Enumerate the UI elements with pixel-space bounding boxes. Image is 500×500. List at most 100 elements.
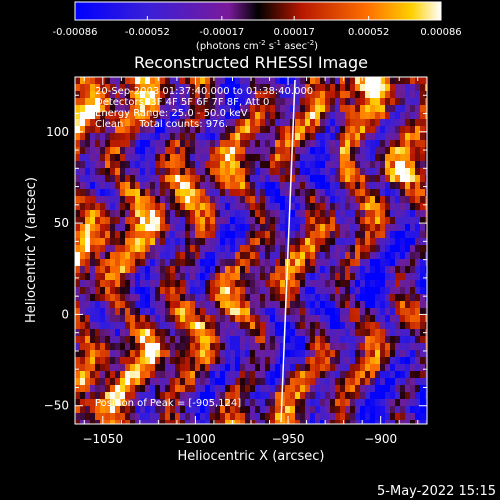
heatmap-cell (280, 231, 286, 239)
heatmap-cell (125, 182, 131, 190)
heatmap-cell (375, 161, 381, 169)
heatmap-cell (270, 203, 276, 211)
heatmap-cell (280, 154, 286, 162)
heatmap-cell (400, 350, 406, 358)
heatmap-cell (180, 168, 186, 176)
heatmap-cell (245, 385, 251, 393)
heatmap-cell (270, 217, 276, 225)
heatmap-cell (350, 385, 356, 393)
heatmap-cell (290, 315, 296, 323)
heatmap-cell (340, 203, 346, 211)
heatmap-cell (240, 245, 246, 253)
heatmap-cell (310, 217, 316, 225)
heatmap-cell (100, 224, 106, 232)
heatmap-cell (145, 126, 151, 134)
heatmap-cell (415, 189, 421, 197)
heatmap-cell (185, 196, 191, 204)
heatmap-cell (120, 252, 126, 260)
heatmap-cell (410, 336, 416, 344)
heatmap-cell (285, 406, 291, 414)
heatmap-cell (75, 217, 81, 225)
heatmap-cell (180, 357, 186, 365)
heatmap-cell (280, 91, 286, 99)
heatmap-cell (175, 287, 181, 295)
heatmap-cell (115, 392, 121, 400)
heatmap-cell (175, 350, 181, 358)
heatmap-cell (380, 413, 386, 421)
heatmap-cell (265, 378, 271, 386)
heatmap-cell (405, 315, 411, 323)
heatmap-cell (315, 168, 321, 176)
heatmap-cell (220, 357, 226, 365)
heatmap-cell (185, 266, 191, 274)
heatmap-cell (105, 77, 111, 85)
heatmap-cell (240, 294, 246, 302)
heatmap-cell (210, 266, 216, 274)
heatmap-cell (130, 182, 136, 190)
heatmap-cell (245, 343, 251, 351)
heatmap-cell (185, 112, 191, 120)
heatmap-cell (410, 154, 416, 162)
heatmap-cell (230, 84, 236, 92)
heatmap-cell (105, 140, 111, 148)
heatmap-cell (390, 343, 396, 351)
heatmap-cell (345, 252, 351, 260)
heatmap-cell (315, 189, 321, 197)
heatmap-cell (300, 385, 306, 393)
heatmap-cell (250, 84, 256, 92)
heatmap-cell (360, 294, 366, 302)
heatmap-cell (100, 252, 106, 260)
heatmap-cell (330, 420, 336, 424)
heatmap-cell (270, 196, 276, 204)
heatmap-cell (420, 280, 426, 288)
heatmap-cell (160, 399, 166, 407)
heatmap-cell (115, 126, 121, 134)
heatmap-cell (285, 154, 291, 162)
heatmap-cell (420, 231, 426, 239)
heatmap-cell (390, 238, 396, 246)
heatmap-cell (405, 224, 411, 232)
heatmap-cell (320, 420, 326, 424)
heatmap-cell (390, 231, 396, 239)
heatmap-cell (420, 364, 426, 372)
heatmap-cell (220, 119, 226, 127)
heatmap-cell (90, 119, 96, 127)
heatmap-cell (200, 196, 206, 204)
heatmap-cell (345, 147, 351, 155)
heatmap-cell (185, 98, 191, 106)
heatmap-cell (160, 77, 166, 85)
heatmap-cell (320, 385, 326, 393)
heatmap-cell (420, 273, 426, 281)
heatmap-cell (265, 406, 271, 414)
heatmap-cell (245, 329, 251, 337)
heatmap-cell (310, 189, 316, 197)
heatmap-cell (420, 259, 426, 267)
heatmap-cell (220, 154, 226, 162)
heatmap-cell (390, 77, 396, 85)
heatmap-cell (80, 133, 86, 141)
heatmap-cell (205, 203, 211, 211)
heatmap-cell (85, 210, 91, 218)
heatmap-cell (190, 245, 196, 253)
heatmap-cell (110, 322, 116, 330)
heatmap-cell (160, 336, 166, 344)
heatmap-cell (125, 203, 131, 211)
heatmap-cell (95, 308, 101, 316)
heatmap-cell (185, 147, 191, 155)
heatmap-cell (330, 280, 336, 288)
heatmap-cell (175, 196, 181, 204)
heatmap-cell (410, 259, 416, 267)
heatmap-cell (130, 154, 136, 162)
heatmap-cell (300, 168, 306, 176)
heatmap-cell (315, 322, 321, 330)
heatmap-cell (300, 350, 306, 358)
heatmap-cell (370, 259, 376, 267)
heatmap-cell (255, 294, 261, 302)
heatmap-cell (285, 287, 291, 295)
heatmap-cell (295, 252, 301, 260)
heatmap-cell (375, 406, 381, 414)
heatmap-cell (185, 126, 191, 134)
heatmap-cell (330, 119, 336, 127)
heatmap-cell (415, 280, 421, 288)
heatmap-cell (305, 140, 311, 148)
